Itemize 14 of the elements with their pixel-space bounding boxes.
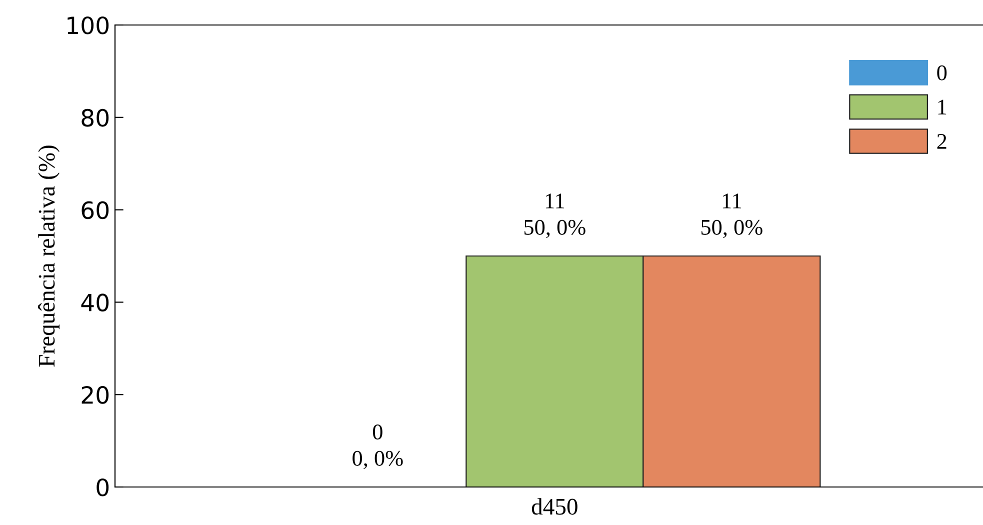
data-label: 0 0, 0% (352, 424, 403, 470)
y-tick-label: 80 (82, 108, 109, 127)
y-axis-title: Frequência relativa (%) (38, 146, 60, 367)
y-tick-label: 20 (82, 386, 109, 404)
y-tick-label: 0 (96, 478, 109, 496)
data-label: 11 50, 0% (701, 194, 762, 238)
data-label: 11 50, 0% (524, 194, 586, 238)
legend-label: 0 (937, 65, 947, 80)
legend-label: 1 (938, 100, 946, 114)
y-tick-label: 60 (82, 201, 109, 220)
y-tick-label: 40 (81, 294, 109, 312)
y-tick-label: 100 (68, 16, 109, 34)
x-tick-label: d450 (532, 498, 578, 515)
legend-label: 2 (937, 134, 946, 149)
